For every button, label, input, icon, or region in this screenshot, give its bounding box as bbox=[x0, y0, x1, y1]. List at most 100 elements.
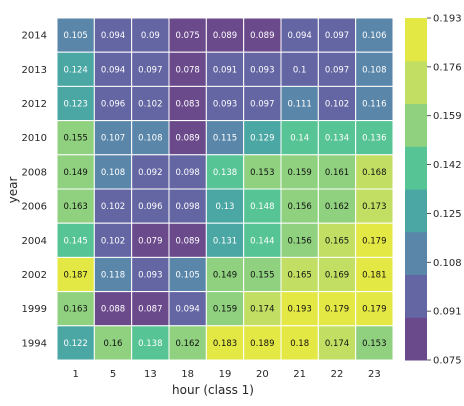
y-tick-label: 2004 bbox=[22, 236, 47, 247]
y-tick-label: 2013 bbox=[22, 65, 47, 76]
cell-value-label: 0.111 bbox=[287, 100, 311, 110]
colorbar-segment bbox=[405, 274, 427, 318]
cell-value-label: 0.115 bbox=[213, 134, 237, 144]
x-tick-label: 13 bbox=[144, 369, 157, 380]
cell-value-label: 0.173 bbox=[362, 202, 386, 212]
cell-value-label: 0.155 bbox=[63, 134, 87, 144]
y-axis-label: year bbox=[6, 177, 20, 204]
x-tick-label: 5 bbox=[110, 369, 116, 380]
x-axis-ticks: 1 5 13 18 19 20 21 22 23 bbox=[72, 369, 380, 380]
heatmap-cell bbox=[355, 154, 394, 190]
cell-value-label: 0.134 bbox=[325, 134, 349, 144]
heatmap-cell bbox=[168, 85, 207, 122]
cell-value-label: 0.089 bbox=[213, 31, 237, 41]
cell-value-label: 0.145 bbox=[63, 236, 87, 246]
cell-value-label: 0.165 bbox=[287, 271, 311, 281]
cell-value-label: 0.096 bbox=[101, 100, 125, 110]
colorbar bbox=[405, 18, 427, 361]
cell-value-label: 0.16 bbox=[104, 339, 123, 349]
x-tick-label: 1 bbox=[72, 369, 78, 380]
colorbar-segment bbox=[405, 231, 427, 275]
x-tick-label: 21 bbox=[293, 369, 306, 380]
heatmap-cell bbox=[317, 325, 357, 361]
cell-value-label: 0.083 bbox=[175, 100, 199, 110]
heatmap-cell bbox=[243, 188, 282, 224]
cell-value-label: 0.162 bbox=[325, 202, 349, 212]
cell-value-label: 0.149 bbox=[63, 168, 87, 178]
heatmap-cell bbox=[93, 120, 133, 156]
x-tick-label: 20 bbox=[256, 369, 269, 380]
cell-value-label: 0.108 bbox=[101, 168, 125, 178]
cell-value-label: 0.179 bbox=[325, 305, 349, 315]
heatmap-cell bbox=[355, 120, 394, 156]
cell-value-label: 0.159 bbox=[213, 305, 237, 315]
heatmap-cell bbox=[168, 325, 207, 361]
cell-value-label: 0.098 bbox=[175, 202, 199, 212]
cell-value-label: 0.094 bbox=[101, 65, 125, 75]
cell-value-label: 0.102 bbox=[101, 202, 125, 212]
cell-value-label: 0.09 bbox=[141, 31, 160, 41]
heatmap-cell bbox=[205, 325, 245, 361]
colorbar-tick-label: 0.108 bbox=[433, 258, 462, 269]
cell-value-label: 0.181 bbox=[362, 271, 386, 281]
heatmap-cell bbox=[243, 154, 282, 190]
heatmap-cell bbox=[56, 17, 95, 53]
x-tick-label: 18 bbox=[181, 369, 194, 380]
heatmap-cell bbox=[243, 325, 282, 361]
heatmap-cell bbox=[93, 17, 133, 53]
heatmap-cell bbox=[56, 188, 95, 224]
heatmap-cell bbox=[243, 17, 282, 53]
cell-value-label: 0.107 bbox=[101, 134, 125, 144]
cell-value-label: 0.153 bbox=[250, 168, 274, 178]
heatmap-cell bbox=[317, 188, 357, 224]
cell-value-label: 0.105 bbox=[175, 271, 199, 281]
cell-value-label: 0.088 bbox=[101, 305, 125, 315]
colorbar-segment bbox=[405, 146, 427, 190]
cell-value-label: 0.179 bbox=[362, 236, 386, 246]
cell-value-label: 0.189 bbox=[250, 339, 274, 349]
cell-value-label: 0.097 bbox=[325, 65, 349, 75]
cell-value-label: 0.106 bbox=[362, 31, 386, 41]
y-tick-label: 1994 bbox=[22, 338, 47, 349]
colorbar-tick-label: 0.091 bbox=[433, 307, 462, 318]
heatmap-cell bbox=[131, 51, 170, 87]
colorbar-segment bbox=[405, 103, 427, 147]
heatmap-cell bbox=[131, 188, 170, 224]
y-tick-label: 2002 bbox=[22, 270, 47, 281]
colorbar-segment bbox=[405, 317, 427, 361]
cell-value-label: 0.097 bbox=[250, 100, 274, 110]
colorbar-tick-label: 0.142 bbox=[433, 160, 462, 171]
cell-value-label: 0.124 bbox=[63, 65, 87, 75]
cell-value-label: 0.079 bbox=[138, 236, 162, 246]
cell-value-label: 0.174 bbox=[325, 339, 349, 349]
cell-value-label: 0.116 bbox=[362, 100, 386, 110]
heatmap-cell bbox=[355, 85, 394, 122]
heatmap-cell bbox=[205, 51, 245, 87]
x-tick-label: 22 bbox=[331, 369, 344, 380]
heatmap-cell bbox=[56, 222, 95, 258]
heatmap-cell bbox=[280, 291, 319, 327]
cell-value-label: 0.075 bbox=[175, 31, 199, 41]
heatmap-cells: 0.105 0.094 0.09 0.075 0.089 0.089 0.094 0.097 0… bbox=[56, 17, 394, 361]
cell-value-label: 0.168 bbox=[362, 168, 386, 178]
heatmap-cell bbox=[280, 256, 319, 293]
cell-value-label: 0.089 bbox=[250, 31, 274, 41]
cell-value-label: 0.165 bbox=[325, 236, 349, 246]
cell-value-label: 0.118 bbox=[101, 271, 125, 281]
y-tick-label: 2012 bbox=[22, 99, 47, 110]
cell-value-label: 0.138 bbox=[138, 339, 162, 349]
cell-value-label: 0.094 bbox=[287, 31, 311, 41]
cell-value-label: 0.097 bbox=[325, 31, 349, 41]
cell-value-label: 0.089 bbox=[175, 236, 199, 246]
cell-value-label: 0.094 bbox=[101, 31, 125, 41]
cell-value-label: 0.129 bbox=[250, 134, 274, 144]
cell-value-label: 0.148 bbox=[250, 202, 274, 212]
heatmap-cell bbox=[355, 51, 394, 87]
cell-value-label: 0.093 bbox=[250, 65, 274, 75]
cell-value-label: 0.174 bbox=[250, 305, 274, 315]
cell-value-label: 0.093 bbox=[213, 100, 237, 110]
cell-value-label: 0.14 bbox=[290, 134, 309, 144]
heatmap-cell bbox=[168, 291, 207, 327]
heatmap-cell bbox=[56, 85, 95, 122]
